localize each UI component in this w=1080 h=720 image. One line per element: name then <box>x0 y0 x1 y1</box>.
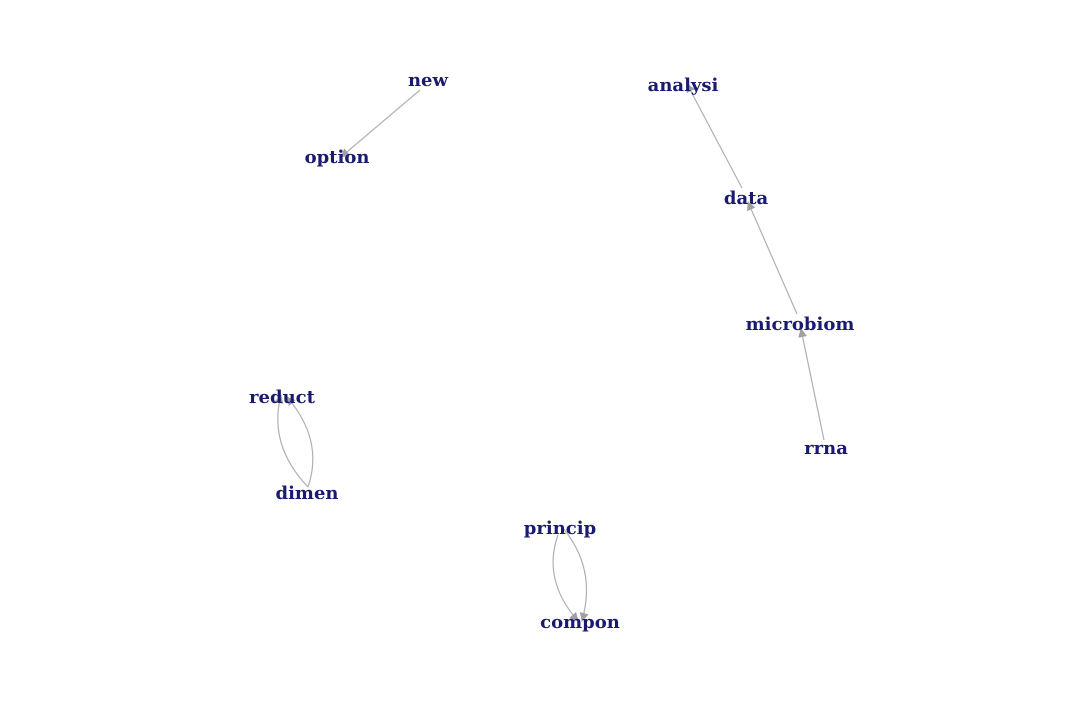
node-option: option <box>305 147 370 168</box>
node-analysi: analysi <box>648 75 719 96</box>
edge-data-analysi <box>686 83 743 189</box>
edge-princip-compon-2 <box>561 526 589 622</box>
edge-princip-compon-1 <box>552 534 579 622</box>
edge-dimen-reduct-1 <box>274 394 309 488</box>
node-reduct: reduct <box>249 387 316 408</box>
node-compon: compon <box>540 612 620 633</box>
node-data: data <box>724 188 769 209</box>
edge-dimen-reduct-2 <box>286 396 314 488</box>
node-rrna: rrna <box>804 438 848 459</box>
node-princip: princip <box>524 518 596 539</box>
node-microbiom: microbiom <box>746 314 855 335</box>
edges-layer <box>274 83 825 622</box>
edge-rrna-microbiom <box>798 328 825 441</box>
node-new: new <box>408 70 449 91</box>
edge-new-option <box>340 89 421 158</box>
node-dimen: dimen <box>275 483 338 504</box>
nodes-layer: new option analysi data microbiom rrna r… <box>249 70 854 633</box>
edge-microbiom-data <box>747 201 798 315</box>
